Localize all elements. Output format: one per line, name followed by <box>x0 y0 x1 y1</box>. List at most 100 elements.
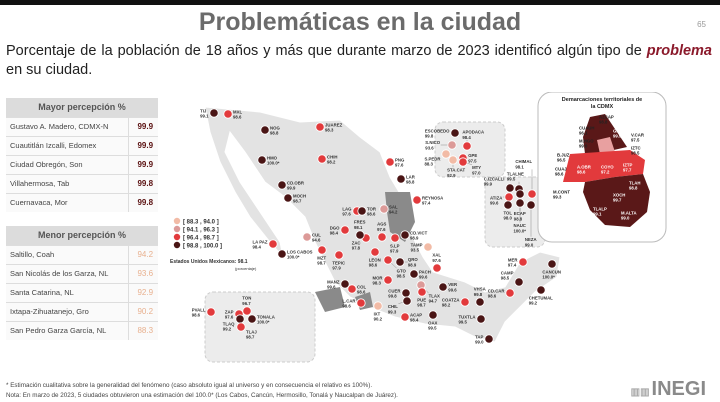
city-dot <box>547 259 557 269</box>
city-dot <box>373 301 383 311</box>
city-value: 97.6 <box>342 212 351 217</box>
city-label: NOG <box>270 125 280 130</box>
percent-value: 94.2 <box>127 244 158 264</box>
city-dot <box>484 334 494 344</box>
city-label: CHETUMAL <box>529 295 553 300</box>
legend-swatch <box>173 233 181 241</box>
cdmx-value: 98.6 <box>577 170 586 175</box>
city-value: 98.4 <box>330 231 339 236</box>
table-header: Mayor percepción % <box>6 98 158 117</box>
cdmx-value: 98.5 <box>631 151 640 156</box>
city-dot <box>357 206 367 216</box>
gray-states <box>315 192 415 312</box>
city-dot <box>526 200 536 210</box>
city-value: 98.7 <box>317 261 326 266</box>
city-dot <box>441 149 451 159</box>
city-value: 99.6 <box>419 275 428 280</box>
city-value: 99.9 <box>287 186 296 191</box>
city-value: 100.0* <box>287 255 300 260</box>
city-value: 99.0 <box>475 340 484 345</box>
city-dot <box>347 284 357 294</box>
city-label: VHSA <box>474 287 486 292</box>
table-row: San Nicolás de los Garza, NL 93.6 <box>6 263 158 283</box>
city-label: S.PEDR <box>425 156 442 161</box>
cdmx-label: CUAJ <box>555 166 567 171</box>
city-value: 98.3 <box>325 128 334 133</box>
cdmx-value: 99.9 <box>613 134 622 139</box>
city-dot <box>383 275 393 285</box>
city-value: 97.6 <box>377 227 386 232</box>
page-title: Problemáticas en la ciudad <box>198 8 522 36</box>
subtitle-emphasis: problema <box>646 43 712 59</box>
city-dot <box>334 250 344 260</box>
city-dot <box>428 310 438 320</box>
city-dot <box>448 155 458 165</box>
city-dot <box>315 122 325 132</box>
city-label: CUL <box>312 232 321 237</box>
table-header: Menor percepción % <box>6 226 158 245</box>
city-value: 88.3 <box>425 162 434 167</box>
city-label: QRO <box>408 257 418 262</box>
city-dot <box>504 192 514 202</box>
city-label: TLAQ <box>223 321 235 326</box>
city-label: PNG <box>395 157 405 162</box>
city-value: 100.0* <box>542 275 555 280</box>
city-dot <box>257 155 267 165</box>
mayor-percepcion-table: Mayor percepción % Gustavo A. Madero, CD… <box>6 98 158 212</box>
cdmx-label: IZTP <box>623 162 632 167</box>
legend-swatch <box>173 217 181 225</box>
inegi-logo: ▥▥ INEGI <box>631 378 706 401</box>
city-dot <box>235 314 245 324</box>
cdmx-value: 99.0 <box>621 216 630 221</box>
city-label: LAR <box>406 174 416 179</box>
city-label: GPE <box>468 153 477 158</box>
percent-value: 93.6 <box>127 263 158 283</box>
city-value: 98.7 <box>246 335 255 340</box>
cdmx-label: IZTC <box>631 145 641 150</box>
city-value: 99.6 <box>448 287 457 292</box>
table-row: San Pedro Garza García, NL 88.3 <box>6 320 158 340</box>
cdmx-label: TLALP <box>593 206 607 211</box>
city-label: COL <box>357 284 366 289</box>
mexico-map: [ 88.3 , 94.0 ] [ 94.1 , 96.3 ] [ 96.4 , 9… <box>170 92 667 363</box>
city-dot <box>476 314 486 324</box>
city-dot <box>236 322 246 332</box>
city-label: DGO <box>330 225 340 230</box>
page-number: 65 <box>697 20 706 29</box>
city-label: SAL <box>389 204 398 209</box>
city-dot <box>370 247 380 257</box>
city-value: 90.2 <box>374 317 383 322</box>
city-value: 98.4 <box>462 135 471 140</box>
city-label: ATIZA <box>490 195 502 200</box>
city-label: CANCUN <box>542 269 561 274</box>
cdmx-value: 97.5 <box>631 138 640 143</box>
city-dot <box>460 297 470 307</box>
city-value: 98.5 <box>397 274 406 279</box>
city-value: 97.9 <box>390 249 399 254</box>
city-dot <box>400 312 410 322</box>
city-name: Ixtapa-Zihuatanejo, Gro <box>6 301 128 321</box>
city-label: STA.CAT <box>447 168 465 173</box>
